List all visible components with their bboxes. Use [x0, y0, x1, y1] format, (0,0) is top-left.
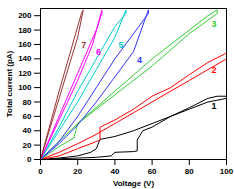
svg-text:Total current (pA): Total current (pA) [5, 50, 14, 117]
svg-text:160: 160 [18, 40, 32, 49]
svg-text:6: 6 [96, 47, 101, 57]
svg-text:20: 20 [73, 167, 82, 176]
svg-text:120: 120 [18, 69, 32, 78]
svg-text:40: 40 [23, 126, 32, 135]
svg-text:100: 100 [220, 167, 234, 176]
svg-text:200: 200 [18, 11, 32, 20]
svg-text:140: 140 [18, 54, 32, 63]
svg-text:Voltage (V): Voltage (V) [113, 179, 155, 188]
svg-text:2: 2 [211, 65, 216, 75]
svg-text:4: 4 [137, 55, 142, 65]
svg-text:60: 60 [148, 167, 157, 176]
svg-text:80: 80 [23, 98, 32, 107]
svg-text:100: 100 [18, 83, 32, 92]
svg-text:7: 7 [81, 40, 86, 50]
svg-text:1: 1 [211, 101, 216, 111]
svg-text:80: 80 [185, 167, 194, 176]
svg-text:60: 60 [23, 112, 32, 121]
svg-text:0: 0 [38, 167, 43, 176]
svg-text:5: 5 [118, 40, 123, 50]
svg-text:0: 0 [27, 155, 32, 164]
svg-text:180: 180 [18, 26, 32, 35]
svg-text:20: 20 [23, 141, 32, 150]
svg-text:40: 40 [110, 167, 119, 176]
svg-text:3: 3 [211, 19, 216, 29]
